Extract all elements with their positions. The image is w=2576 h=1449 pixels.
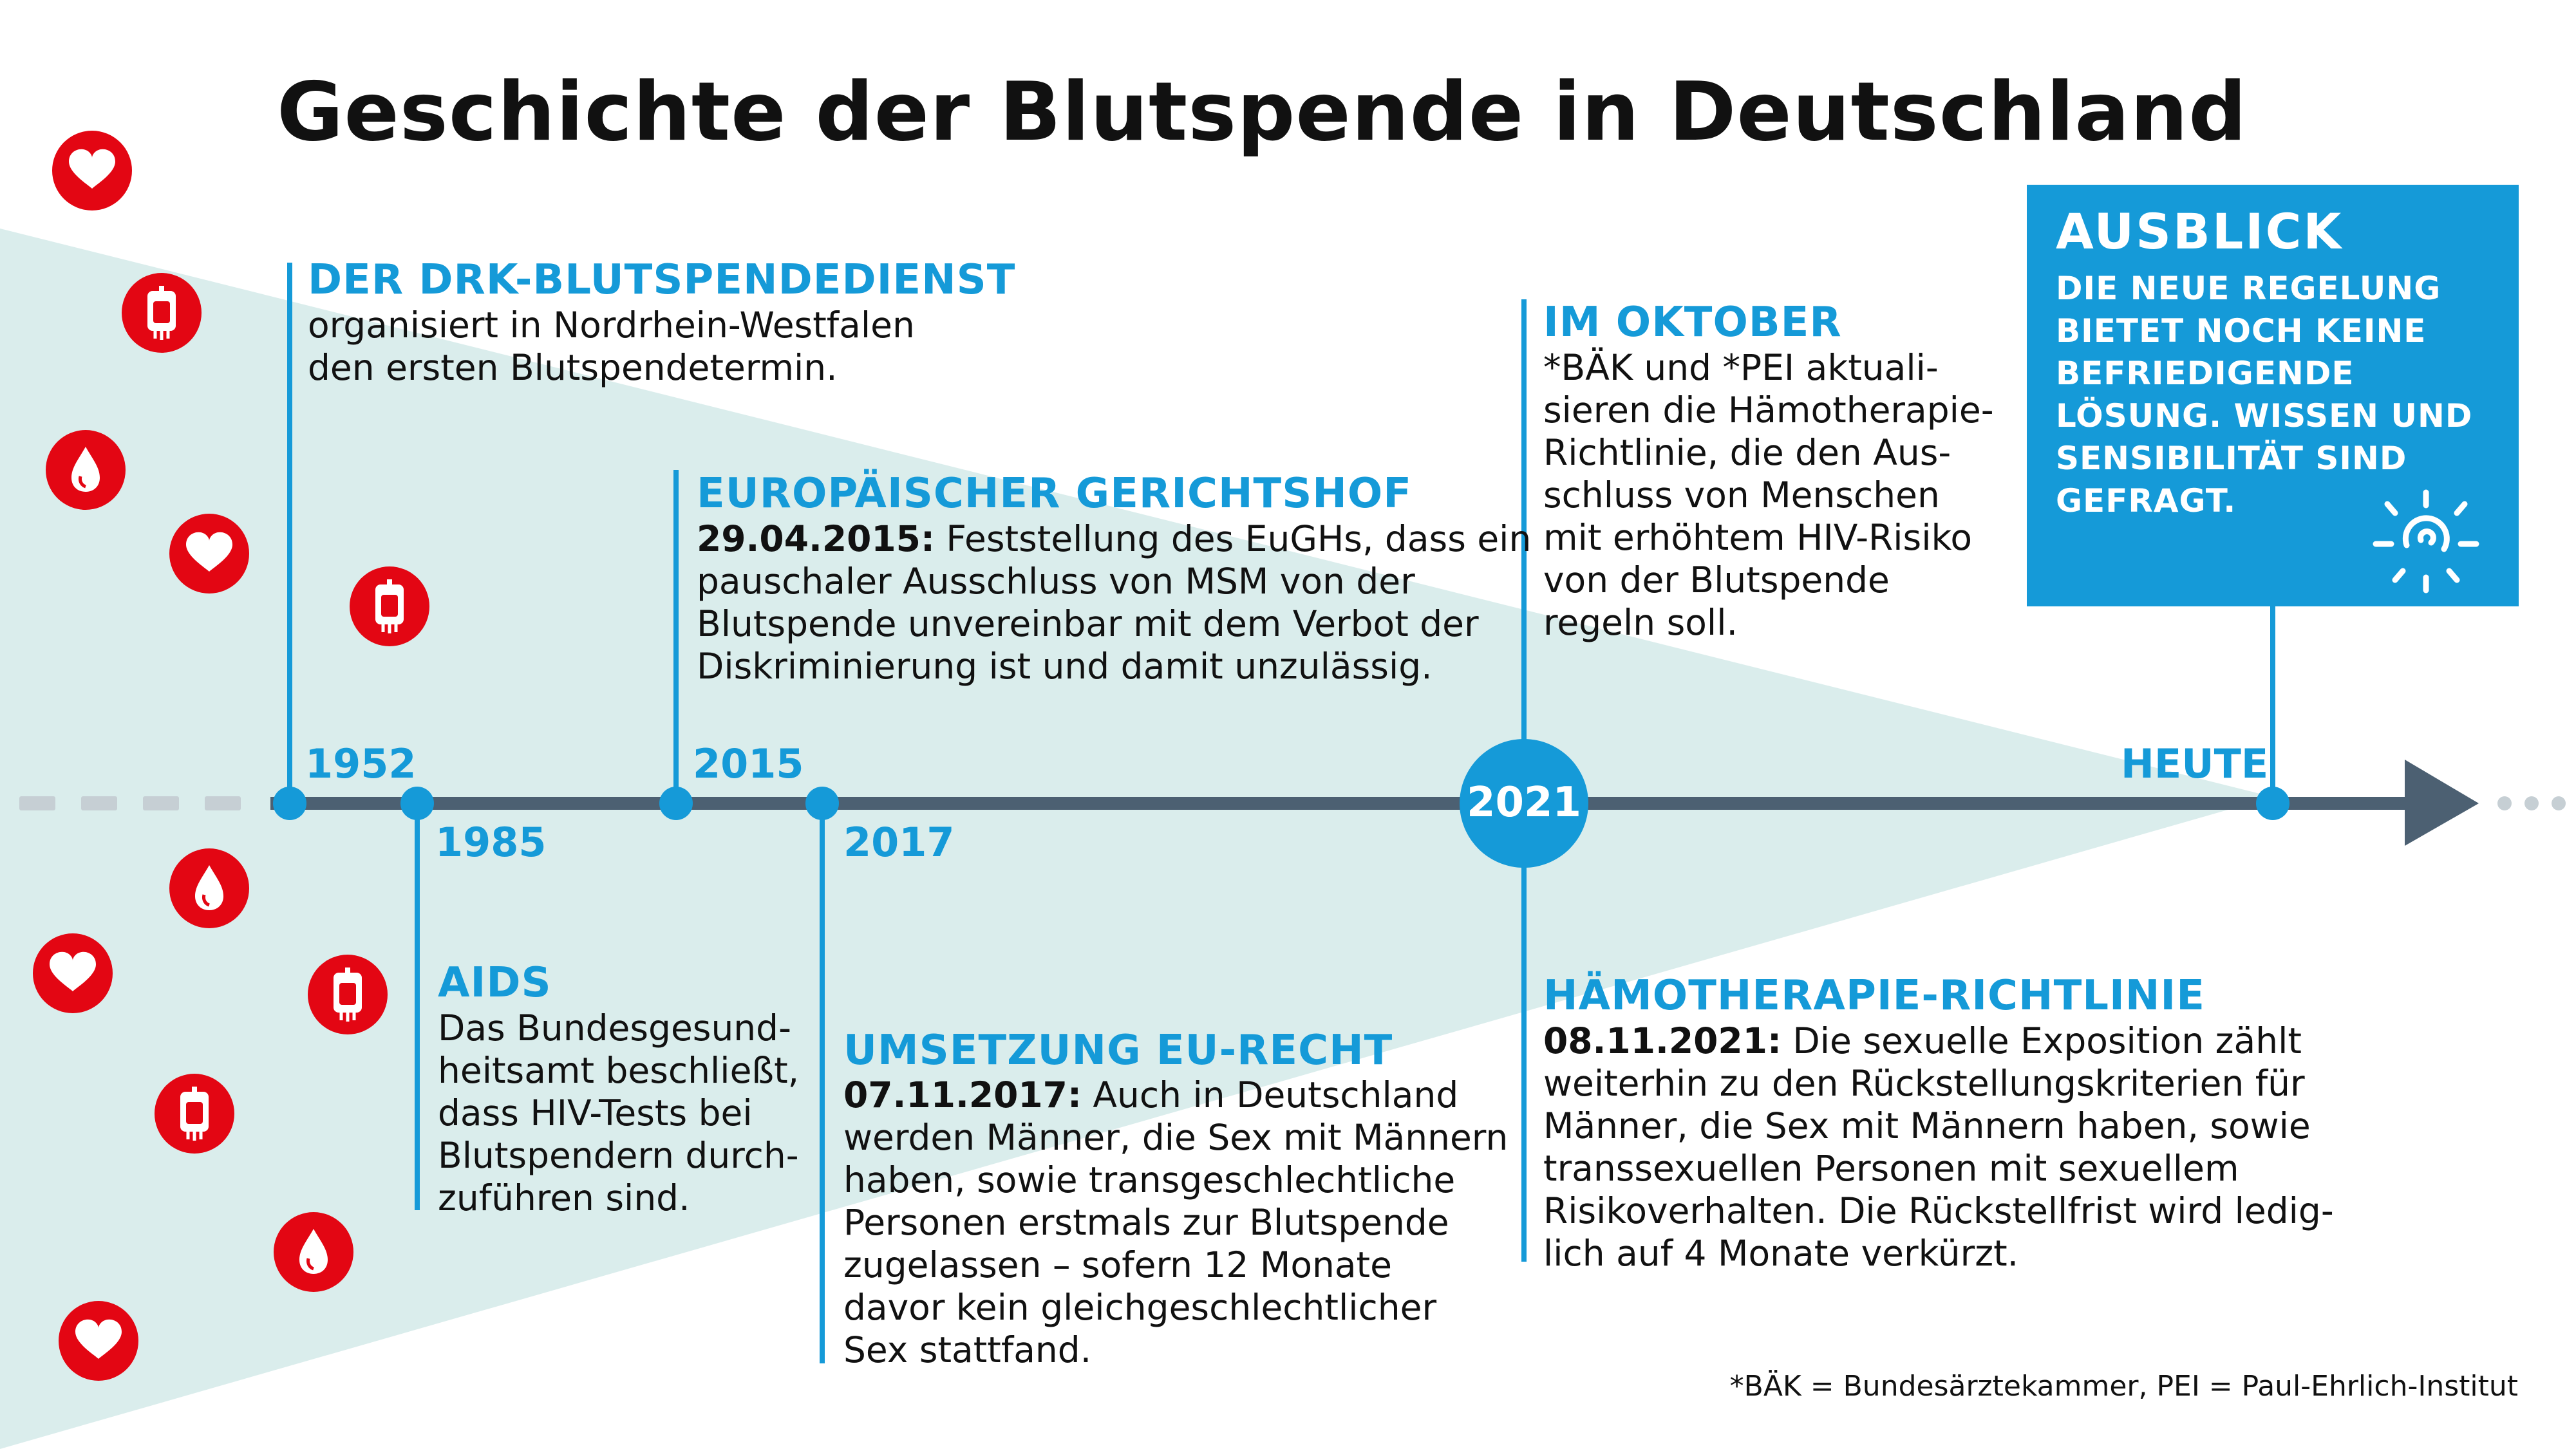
timeline-line — [270, 797, 2414, 810]
blood-drop-icon — [46, 430, 126, 510]
event-stems — [287, 263, 2275, 1363]
dot-2015 — [659, 787, 693, 820]
background-wedge — [0, 229, 2273, 1449]
blood-bag-icon — [308, 955, 388, 1034]
event-dots — [273, 739, 2289, 868]
text-2021-richtlinie: 08.11.2021: Die sexuelle Exposition zähl… — [1543, 1020, 2334, 1275]
heart-icon — [52, 131, 132, 210]
heading-2015: Europäischer Gerichtshof — [697, 470, 1412, 518]
ausblick-text: Die neue Regelung bietet noch keine befr… — [2056, 270, 2473, 519]
year-2015: 2015 — [693, 740, 804, 787]
sun-icon — [2373, 489, 2479, 594]
dot-2021 — [1460, 739, 1588, 868]
footnote: *BÄK = Bundesärztekammer, PEI = Paul-Ehr… — [1729, 1370, 2518, 1403]
date-2017: 07.11.2017: — [843, 1074, 1082, 1116]
heading-2021-oktober: Im Oktober — [1543, 299, 1842, 346]
text-1985: Das Bundesgesund- heitsamt beschließt, d… — [438, 1007, 800, 1219]
blood-drop-icon — [169, 848, 249, 928]
label-heute: HEUTE — [2121, 740, 2269, 787]
blood-bag-icon — [155, 1074, 234, 1154]
blood-drop-icon — [274, 1212, 353, 1292]
date-2015: 29.04.2015: — [697, 518, 935, 559]
dot-heute — [2256, 787, 2289, 820]
heading-2017: Umsetzung EU-Recht — [843, 1027, 1393, 1074]
ausblick-heading: AUSBLICK — [2056, 203, 2344, 260]
blood-bag-icon — [350, 566, 429, 646]
heart-icon — [33, 933, 113, 1013]
timeline-dots-right — [2497, 796, 2566, 810]
text-2017: 07.11.2017: Auch in Deutschland werden M… — [843, 1074, 1508, 1371]
heart-icon — [169, 514, 249, 594]
heart-icon — [59, 1301, 138, 1381]
dot-1985 — [400, 787, 434, 820]
ausblick-box: AUSBLICK Die neue Regelung bietet noch k… — [2027, 185, 2519, 606]
heading-1985: AIDS — [438, 959, 552, 1007]
blood-bag-icon — [122, 273, 202, 353]
year-1952: 1952 — [305, 740, 417, 787]
date-2021: 08.11.2021: — [1543, 1020, 1782, 1061]
timeline-dashes-left — [19, 796, 241, 810]
heading-1952: Der DRK-Blutspendedienst — [308, 256, 1016, 304]
desc-2021: Die sexuelle Exposition zählt weiterhin … — [1543, 1020, 2334, 1274]
dot-1952 — [273, 787, 306, 820]
desc-2015: Feststellung des EuGHs, dass ein pauscha… — [697, 518, 1532, 687]
desc-2017: Auch in Deutschland werden Männer, die S… — [843, 1074, 1509, 1370]
text-2021-oktober: *BÄK und *PEI aktuali- sieren die Hämoth… — [1543, 347, 1994, 643]
year-1985: 1985 — [435, 819, 547, 866]
page-title: Geschichte der Blutspende in Deutschland — [277, 64, 2248, 159]
text-1952: organisiert in Nordrhein-Westfalen den e… — [308, 304, 915, 388]
heading-2021-richtlinie: Hämotherapie-Richtlinie — [1543, 972, 2205, 1020]
timeline-arrow — [2405, 760, 2479, 846]
year-2017: 2017 — [843, 819, 955, 866]
dot-2017 — [805, 787, 839, 820]
year-2021: 2021 — [1466, 779, 1582, 827]
text-2015: 29.04.2015: Feststellung des EuGHs, dass… — [697, 518, 1531, 687]
